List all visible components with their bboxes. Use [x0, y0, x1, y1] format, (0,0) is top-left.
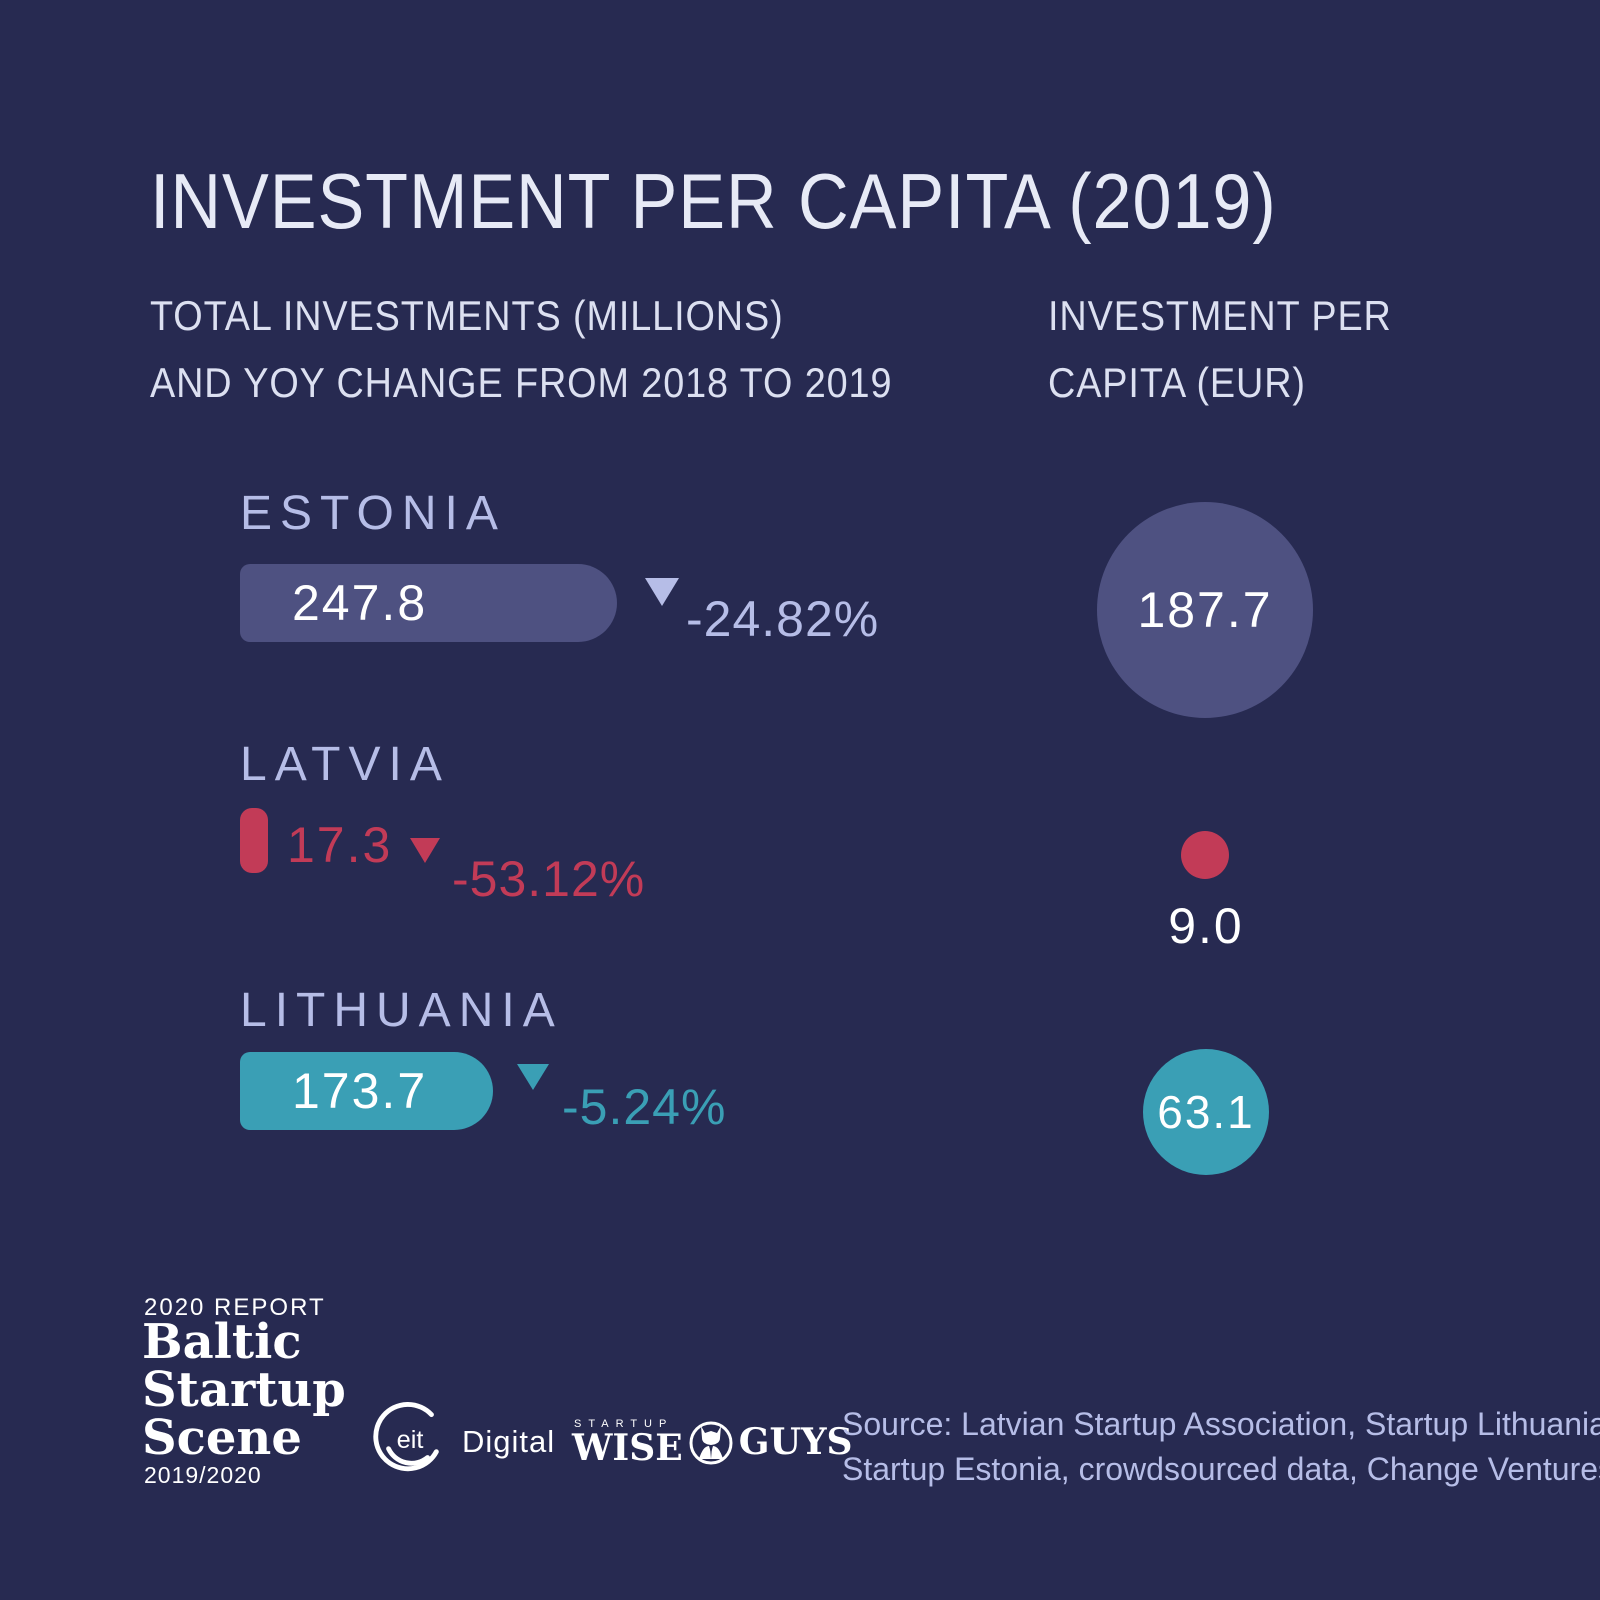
- country-label-estonia: ESTONIA: [240, 487, 506, 540]
- left-column-header-line1: TOTAL INVESTMENTS (MILLIONS): [150, 292, 784, 339]
- triangle-down-icon-estonia: [645, 578, 679, 606]
- right-column-header-line1: INVESTMENT PER: [1048, 292, 1392, 339]
- country-label-lithuania: LITHUANIA: [240, 984, 563, 1037]
- left-column-header: TOTAL INVESTMENTS (MILLIONS) AND YOY CHA…: [150, 282, 892, 416]
- wolf-icon: [689, 1421, 733, 1465]
- brand-years: 2019/2020: [144, 1462, 262, 1488]
- left-column-header-line2: AND YOY CHANGE FROM 2018 TO 2019: [150, 359, 893, 406]
- right-column-header-line2: CAPITA (EUR): [1048, 359, 1306, 406]
- svg-text:eit: eit: [397, 1426, 424, 1454]
- right-column-header: INVESTMENT PER CAPITA (EUR): [1048, 282, 1392, 416]
- source-line2: Startup Estonia, crowdsourced data, Chan…: [842, 1451, 1600, 1487]
- wiseguys-wise-label: WISE: [572, 1427, 683, 1469]
- total-investment-value-latvia: 17.3: [287, 817, 393, 873]
- brand-logo-baltic-startup-scene: Baltic Startup Scene: [142, 1318, 346, 1462]
- wiseguys-guys-label: GUYS: [738, 1421, 853, 1463]
- per-capita-value-latvia: 9.0: [1168, 898, 1244, 954]
- page-title: INVESTMENT PER CAPITA (2019): [150, 157, 1277, 245]
- wiseguys-startup-label: STARTUP: [574, 1418, 674, 1430]
- yoy-change-lithuania: -5.24%: [562, 1079, 727, 1135]
- eit-digital-logo: eit: [372, 1400, 450, 1483]
- source-attribution: Source: Latvian Startup Association, Sta…: [842, 1402, 1600, 1492]
- triangle-down-icon-lithuania: [517, 1064, 549, 1090]
- per-capita-circle-lithuania: 63.1: [1143, 1049, 1269, 1175]
- triangle-down-icon-latvia: [410, 838, 440, 863]
- yoy-change-latvia: -53.12%: [452, 851, 646, 907]
- per-capita-circle-estonia: 187.7: [1097, 502, 1313, 718]
- per-capita-value-estonia: 187.7: [1137, 582, 1273, 638]
- eit-ring-icon: eit: [373, 1401, 439, 1472]
- brand-line2: Startup: [142, 1362, 346, 1418]
- total-investment-value-estonia: 247.8: [292, 575, 428, 631]
- total-investment-bar-latvia: [240, 808, 268, 873]
- startup-wise-guys-logo: STARTUP WISE GUYS: [572, 1418, 853, 1466]
- source-line1: Source: Latvian Startup Association, Sta…: [842, 1406, 1600, 1442]
- total-investment-bar-lithuania: 173.7: [240, 1052, 493, 1130]
- eit-digital-label: Digital: [462, 1424, 556, 1459]
- per-capita-circle-latvia: [1181, 831, 1229, 879]
- total-investment-value-lithuania: 173.7: [292, 1063, 428, 1119]
- country-label-latvia: LATVIA: [240, 738, 450, 791]
- per-capita-value-lithuania: 63.1: [1157, 1086, 1255, 1138]
- brand-line3: Scene: [142, 1410, 302, 1466]
- brand-line1: Baltic: [142, 1314, 302, 1370]
- report-label: 2020 REPORT: [144, 1294, 326, 1321]
- total-investment-bar-estonia: 247.8: [240, 564, 617, 642]
- yoy-change-estonia: -24.82%: [686, 591, 880, 647]
